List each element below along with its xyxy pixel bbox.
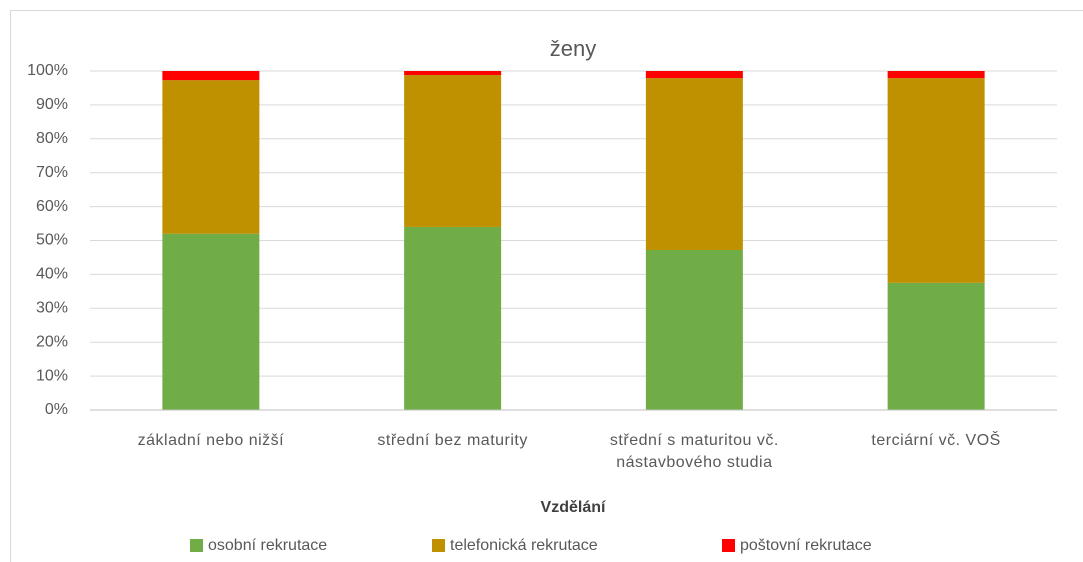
- y-tick-label: 60%: [36, 198, 68, 215]
- bar-segment: [645, 249, 743, 410]
- bar-segment: [887, 78, 985, 283]
- y-tick-label: 80%: [36, 130, 68, 147]
- x-axis-title: Vzdělání: [541, 499, 606, 516]
- bar-segment: [404, 71, 502, 76]
- bar-segment: [404, 75, 502, 227]
- legend-swatch: [190, 539, 203, 552]
- bar-segment: [645, 71, 743, 79]
- x-tick-label: střední bez maturity: [377, 432, 528, 449]
- legend-swatch: [722, 539, 735, 552]
- y-tick-label: 70%: [36, 164, 68, 181]
- bar-segment: [404, 226, 502, 410]
- y-tick-label: 40%: [36, 266, 68, 283]
- bar-segment: [645, 78, 743, 250]
- legend-label: telefonická rekrutace: [450, 537, 598, 554]
- x-tick-label: terciární vč. VOŠ: [871, 432, 1001, 449]
- x-tick-label: základní nebo nižší: [137, 432, 285, 449]
- bar-segment: [887, 282, 985, 410]
- bar-segment: [162, 71, 260, 81]
- x-tick-label: střední s maturitou vč. nástavbového stu…: [609, 432, 779, 471]
- bar-segment: [162, 80, 260, 234]
- y-tick-label: 90%: [36, 96, 68, 113]
- chart-border: [10, 10, 1083, 562]
- legend-label: osobní rekrutace: [208, 537, 327, 554]
- bar-segment: [162, 233, 260, 410]
- legend-label: poštovní rekrutace: [740, 537, 872, 554]
- y-tick-label: 30%: [36, 300, 68, 317]
- y-tick-label: 10%: [36, 367, 68, 384]
- legend-swatch: [432, 539, 445, 552]
- chart-title: ženy: [550, 36, 596, 61]
- bar-segment: [887, 71, 985, 79]
- y-tick-label: 20%: [36, 333, 68, 350]
- y-tick-label: 100%: [27, 62, 68, 79]
- y-tick-label: 0%: [45, 401, 68, 418]
- y-tick-label: 50%: [36, 232, 68, 249]
